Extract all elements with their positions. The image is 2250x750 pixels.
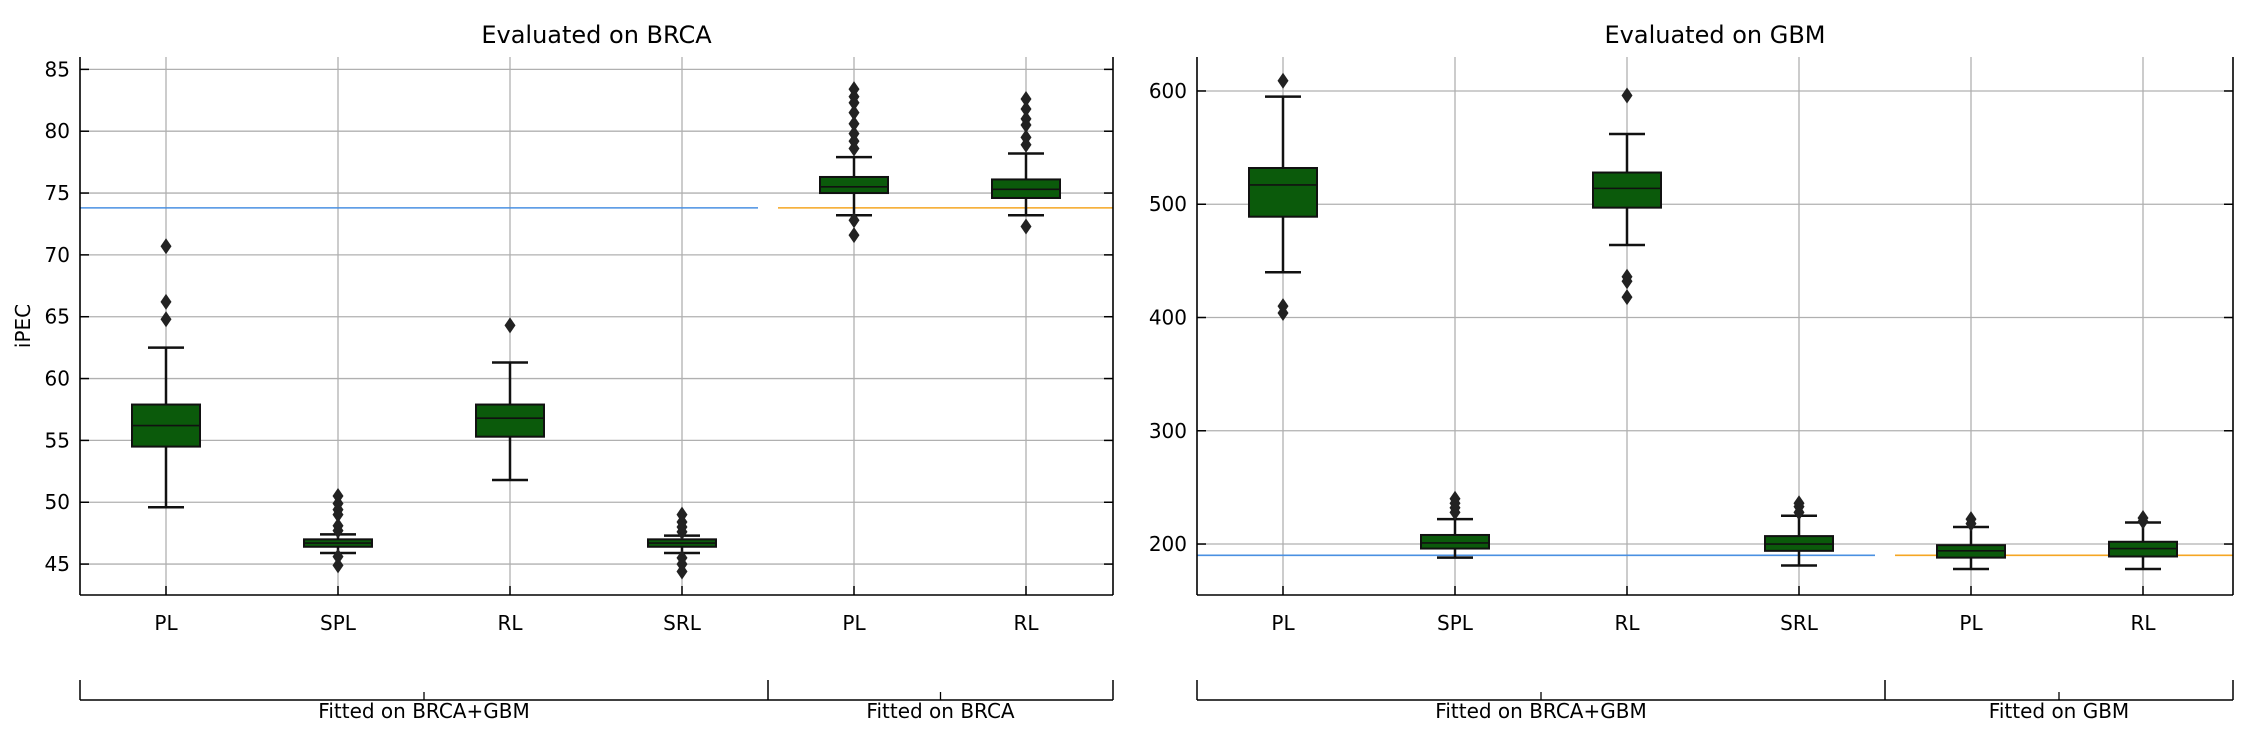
outlier-point bbox=[332, 557, 344, 574]
outlier-point bbox=[504, 317, 516, 334]
box-body bbox=[1420, 533, 1490, 550]
x-tick-label: SRL bbox=[1780, 611, 1819, 635]
box-6 bbox=[2108, 509, 2178, 571]
outlier-point bbox=[1621, 268, 1633, 285]
group-label: Fitted on BRCA bbox=[866, 699, 1015, 723]
outlier-point bbox=[1020, 129, 1032, 146]
x-tick-label: RL bbox=[1013, 611, 1039, 635]
y-tick-label: 45 bbox=[45, 552, 70, 576]
box-4 bbox=[1764, 495, 1834, 567]
y-tick-label: 70 bbox=[45, 243, 70, 267]
group-label: Fitted on BRCA+GBM bbox=[318, 699, 529, 723]
panel-1: 45 50 55 60 65 70 75 80 85 PL SPL RL SRL PL RL Evaluate… bbox=[11, 21, 1114, 723]
y-tick-label: 80 bbox=[45, 119, 70, 143]
outlier-point bbox=[1793, 495, 1805, 512]
outlier-point bbox=[1020, 110, 1032, 127]
box-5 bbox=[819, 81, 889, 244]
outlier-point bbox=[1621, 289, 1633, 306]
y-axis-label: iPEC bbox=[11, 304, 35, 348]
x-tick-label: SRL bbox=[663, 611, 702, 635]
box-1 bbox=[131, 238, 201, 509]
box-2 bbox=[303, 488, 373, 574]
outlier-point bbox=[1020, 218, 1032, 235]
y-tick-label: 300 bbox=[1149, 419, 1187, 443]
outlier-point bbox=[1277, 298, 1289, 315]
x-tick-label: PL bbox=[842, 611, 866, 635]
outlier-point bbox=[848, 212, 860, 229]
y-tick-label: 60 bbox=[45, 367, 70, 391]
box-body bbox=[475, 403, 545, 438]
outlier-point bbox=[332, 548, 344, 565]
outlier-point bbox=[2137, 509, 2149, 526]
group-label: Fitted on BRCA+GBM bbox=[1435, 699, 1646, 723]
chart-title: Evaluated on GBM bbox=[1605, 21, 1826, 49]
box-body bbox=[1592, 171, 1662, 209]
outlier-point bbox=[676, 549, 688, 566]
box-1 bbox=[1248, 72, 1318, 321]
x-tick-label: SPL bbox=[1437, 611, 1474, 635]
box-body bbox=[819, 175, 889, 195]
outlier-point bbox=[848, 104, 860, 121]
outlier-point bbox=[1621, 87, 1633, 104]
outlier-point bbox=[1449, 490, 1461, 507]
outlier-point bbox=[848, 115, 860, 132]
x-tick-label: PL bbox=[1959, 611, 1983, 635]
outlier-point bbox=[160, 238, 172, 255]
outlier-point bbox=[848, 81, 860, 98]
y-tick-label: 75 bbox=[45, 181, 70, 205]
outlier-point bbox=[848, 125, 860, 142]
y-tick-label: 200 bbox=[1149, 532, 1187, 556]
y-tick-label: 55 bbox=[45, 428, 70, 452]
box-2 bbox=[1420, 490, 1490, 559]
outlier-point bbox=[1965, 511, 1977, 528]
chart-title: Evaluated on BRCA bbox=[481, 21, 712, 49]
y-tick-label: 85 bbox=[45, 57, 70, 81]
x-tick-label: PL bbox=[154, 611, 178, 635]
x-tick-label: RL bbox=[497, 611, 523, 635]
x-tick-label: RL bbox=[1614, 611, 1640, 635]
x-tick-label: RL bbox=[2130, 611, 2156, 635]
outlier-point bbox=[848, 227, 860, 244]
group-label: Fitted on GBM bbox=[1989, 699, 2129, 723]
box-4 bbox=[647, 506, 717, 580]
panel-2: 200 300 400 500 600 PL SPL RL SRL PL RL Evaluated o… bbox=[1149, 21, 2234, 723]
y-tick-label: 50 bbox=[45, 490, 70, 514]
outlier-point bbox=[160, 311, 172, 328]
box-6 bbox=[991, 91, 1061, 235]
y-tick-label: 600 bbox=[1149, 79, 1187, 103]
outlier-point bbox=[676, 506, 688, 523]
outlier-point bbox=[1020, 100, 1032, 117]
x-tick-label: PL bbox=[1271, 611, 1295, 635]
box-3 bbox=[475, 317, 545, 482]
y-tick-label: 500 bbox=[1149, 192, 1187, 216]
y-tick-label: 400 bbox=[1149, 306, 1187, 330]
outlier-point bbox=[332, 488, 344, 505]
outlier-point bbox=[160, 293, 172, 310]
x-tick-label: SPL bbox=[320, 611, 357, 635]
box-body bbox=[1248, 166, 1318, 218]
outlier-point bbox=[1020, 91, 1032, 108]
outlier-point bbox=[1277, 72, 1289, 89]
box-3 bbox=[1592, 87, 1662, 306]
y-tick-label: 65 bbox=[45, 305, 70, 329]
outlier-point bbox=[332, 517, 344, 534]
box-5 bbox=[1936, 511, 2006, 571]
